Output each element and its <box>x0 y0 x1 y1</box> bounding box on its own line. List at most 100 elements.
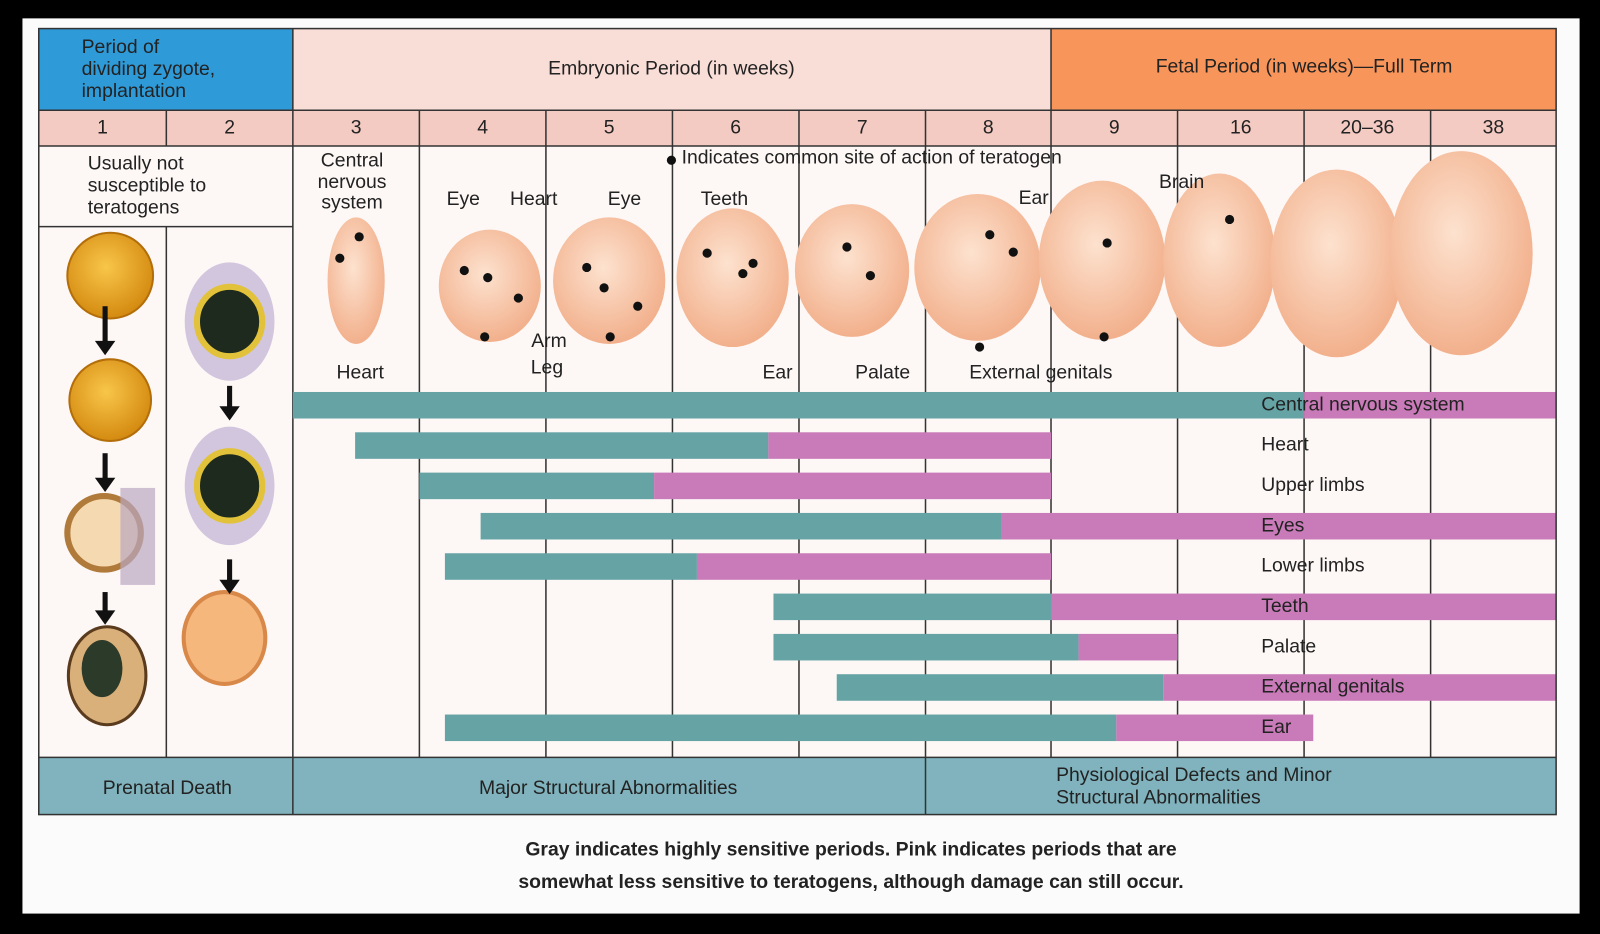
site-dot <box>865 271 875 281</box>
site-label: Eye <box>447 188 480 210</box>
embryo-disc-ring <box>193 283 266 360</box>
site-dot <box>459 265 469 276</box>
week-label: 6 <box>730 117 741 139</box>
site-label: nervous <box>318 171 387 193</box>
dot <box>666 155 677 165</box>
site-label: Palate <box>855 362 910 384</box>
embryo <box>1038 180 1166 340</box>
tissue <box>120 487 156 585</box>
site-dot <box>480 332 490 342</box>
low-sensitivity-bar <box>654 472 1052 500</box>
zygote <box>68 358 153 442</box>
low-sensitivity-bar <box>1078 633 1178 661</box>
embryo <box>914 193 1041 341</box>
high-sensitivity-bar <box>355 432 769 459</box>
zygote-header-text: dividing zygote, <box>82 58 216 80</box>
week-label: 7 <box>857 117 868 139</box>
outcome-text: Prenatal Death <box>103 777 232 799</box>
high-sensitivity-bar <box>773 593 1052 621</box>
embryo <box>327 217 385 344</box>
arrow-head <box>219 406 240 421</box>
embryonic-header <box>292 28 1052 111</box>
week-label: 1 <box>97 117 108 139</box>
dot-note: Indicates common site of action of terat… <box>682 146 1062 168</box>
week-label: 16 <box>1230 117 1252 139</box>
caption: Gray indicates highly sensitive periods.… <box>525 838 1177 860</box>
week-label: 20–36 <box>1340 117 1394 139</box>
high-sensitivity-bar <box>773 633 1079 661</box>
site-label: Arm <box>531 330 567 352</box>
site-dot <box>354 232 364 242</box>
high-sensitivity-bar <box>836 674 1164 701</box>
embryo <box>1389 151 1533 356</box>
embryo <box>438 229 541 342</box>
caption: somewhat less sensitive to teratogens, a… <box>518 871 1183 893</box>
fetal-header <box>1051 28 1557 111</box>
site-label: Heart <box>337 362 385 384</box>
site-label: Brain <box>1159 171 1204 193</box>
low-sensitivity-bar <box>1051 593 1557 621</box>
site-label: Ear <box>762 362 793 384</box>
high-sensitivity-bar <box>444 714 1117 742</box>
site-dot <box>748 258 758 268</box>
note-text: Usually not <box>88 152 184 174</box>
zygote-header <box>38 28 293 111</box>
week-label: 38 <box>1483 117 1505 139</box>
site-dot <box>483 273 493 283</box>
site-dot <box>985 230 995 240</box>
site-label: system <box>321 191 382 213</box>
note-text: susceptible to <box>88 174 206 196</box>
high-sensitivity-bar <box>444 553 697 580</box>
week-row <box>38 110 1557 146</box>
high-sensitivity-bar <box>419 472 655 500</box>
site-dot <box>582 262 592 273</box>
arrow-head <box>94 340 116 356</box>
low-sensitivity-bar <box>1001 512 1557 540</box>
site-label: Heart <box>510 188 558 210</box>
site-label: Eye <box>608 188 641 210</box>
site-dot <box>633 301 643 311</box>
note-text: teratogens <box>88 196 180 218</box>
organ-label: Ear <box>1261 716 1292 738</box>
week-label: 9 <box>1109 117 1120 139</box>
arrow-head <box>94 477 116 493</box>
site-dot <box>513 293 523 303</box>
site-dot <box>842 242 852 252</box>
implant-core <box>81 640 123 698</box>
week-label: 8 <box>983 117 994 139</box>
low-sensitivity-bar <box>696 553 1052 580</box>
organ-label: Upper limbs <box>1261 474 1364 496</box>
arrow-head <box>94 610 116 625</box>
embryo <box>553 217 666 344</box>
site-label: Central <box>321 149 383 171</box>
low-sensitivity-bar <box>1116 714 1314 742</box>
embryo <box>1270 169 1404 358</box>
site-label: Leg <box>531 357 563 379</box>
site-dot <box>702 248 712 258</box>
site-dot <box>975 342 985 352</box>
outcome-text: Major Structural Abnormalities <box>479 777 737 799</box>
embryo-disc-ring <box>193 448 266 524</box>
site-dot <box>335 253 345 263</box>
embryo <box>1163 173 1276 348</box>
embryonic-header-text: Embryonic Period (in weeks) <box>548 58 795 80</box>
site-label: Ear <box>1019 187 1050 209</box>
organ-label: Lower limbs <box>1261 555 1364 577</box>
site-label: External genitals <box>969 362 1112 384</box>
outcome-text: Structural Abnormalities <box>1056 786 1261 808</box>
week-label: 3 <box>351 117 362 139</box>
table-border <box>38 27 1557 816</box>
zygote <box>66 231 155 320</box>
organ-label: Palate <box>1261 635 1316 657</box>
outcome-text: Physiological Defects and Minor <box>1056 764 1332 786</box>
low-sensitivity-bar <box>768 432 1052 459</box>
organ-label: Central nervous system <box>1261 393 1464 415</box>
zygote-header-text: Period of <box>82 36 160 58</box>
week-label: 4 <box>477 117 488 139</box>
zygote-header-text: implantation <box>82 80 186 102</box>
organ-label: Eyes <box>1261 514 1304 536</box>
organ-label: Teeth <box>1261 595 1308 617</box>
low-sensitivity-bar <box>1163 674 1557 701</box>
